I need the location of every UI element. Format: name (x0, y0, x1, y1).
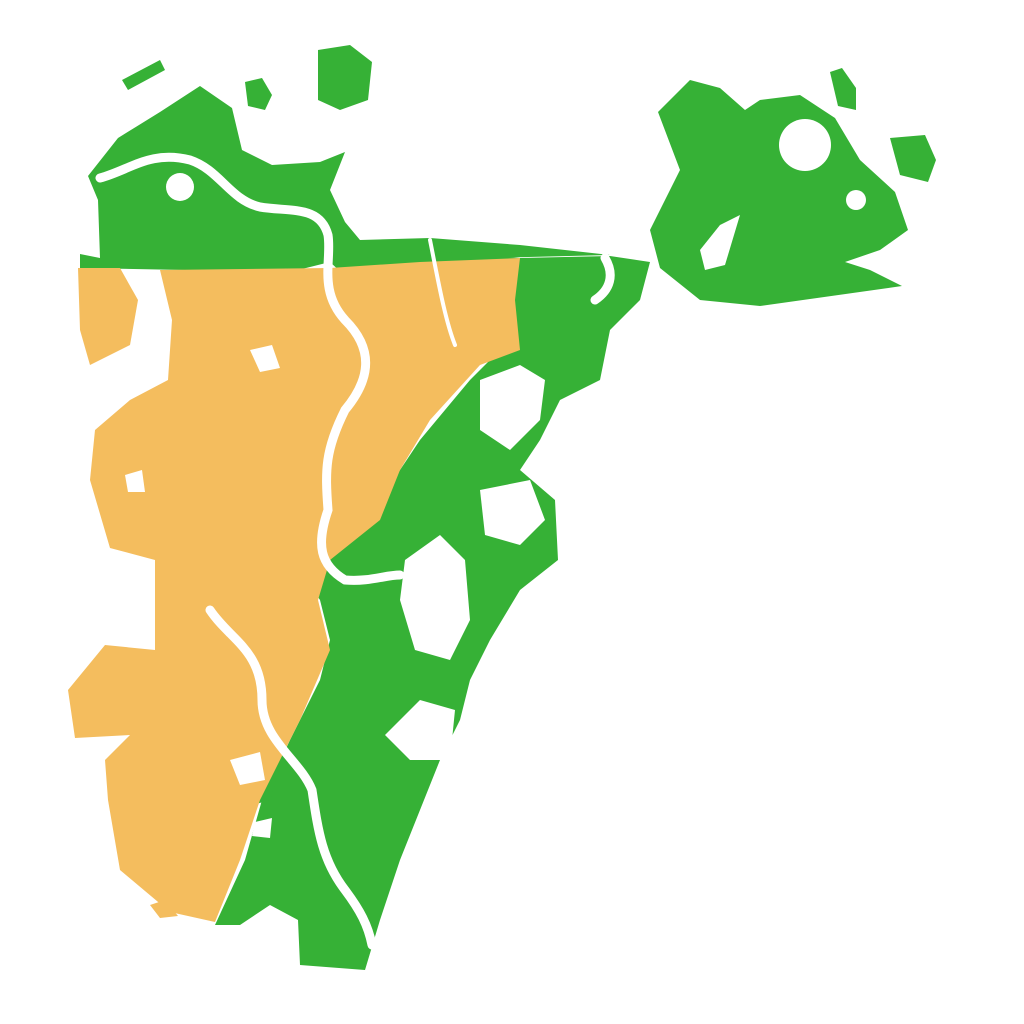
orange-zone-main (68, 258, 520, 922)
rivers (95, 152, 615, 950)
river-south (205, 605, 377, 950)
lake (846, 190, 866, 210)
lake (700, 215, 740, 270)
green-zone-blob (245, 78, 272, 110)
green-zone-northwest (80, 86, 610, 272)
green-zone-blob (830, 68, 856, 110)
lake (230, 752, 265, 785)
lake (779, 119, 831, 171)
lake (125, 470, 145, 492)
lake (400, 535, 470, 660)
green-zone-blob (318, 45, 372, 110)
lake (250, 345, 280, 372)
orange-zone-west-blob (78, 268, 138, 365)
river-north (95, 152, 405, 585)
lake (480, 480, 545, 545)
orange-zone (68, 258, 520, 922)
lake (480, 365, 545, 450)
water-holes (125, 119, 866, 838)
river-stream (428, 238, 457, 347)
river-east (590, 253, 615, 305)
orange-zone-south-blob (150, 900, 178, 918)
green-zone-blob (890, 135, 936, 182)
lake (252, 818, 272, 838)
green-zone-northeast (650, 80, 908, 306)
green-zone-barrier (122, 60, 165, 90)
lake (385, 700, 455, 760)
lake (166, 173, 194, 201)
